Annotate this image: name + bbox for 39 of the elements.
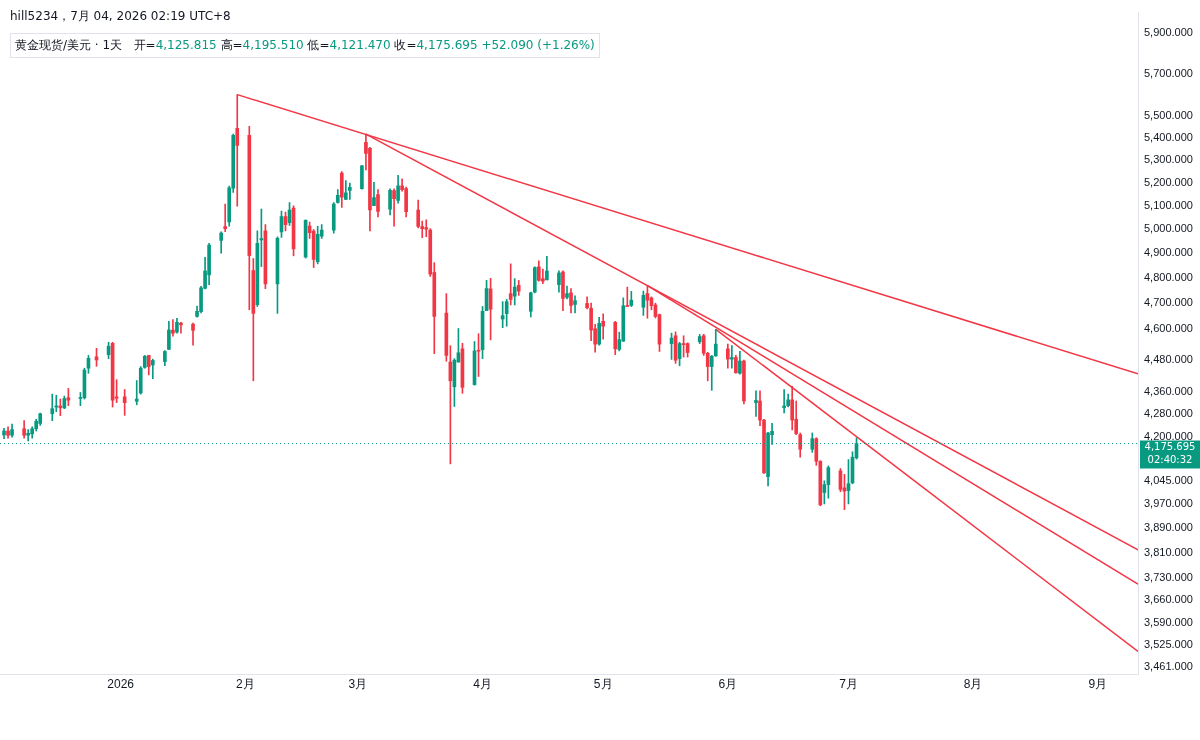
- ref-line-label: 4,175.695: [1144, 441, 1196, 453]
- y-tick-label: 5,400.000: [1144, 130, 1193, 143]
- y-tick-label: 4,480.000: [1144, 352, 1193, 365]
- y-tick-label: 4,900.000: [1144, 246, 1193, 259]
- y-tick-label: 5,500.000: [1144, 109, 1193, 122]
- y-tick-label: 3,730.000: [1144, 570, 1193, 583]
- x-tick-label: 4月: [473, 676, 492, 691]
- y-tick-label: 3,890.000: [1144, 520, 1193, 533]
- y-tick-label: 3,525.000: [1144, 638, 1193, 651]
- x-tick-label: 7月: [839, 676, 858, 691]
- y-tick-label: 4,800.000: [1144, 270, 1193, 283]
- chart-title: 黄金现货/美元 · 1天 开=: [15, 38, 156, 52]
- x-tick-label: 8月: [963, 676, 983, 691]
- x-tick-label: 3月: [348, 676, 368, 691]
- y-tick-label: 5,200.000: [1144, 175, 1193, 188]
- y-tick-label: 5,300.000: [1144, 153, 1193, 166]
- y-tick-label: 3,810.000: [1144, 545, 1193, 558]
- x-tick-label: 2月: [235, 676, 255, 691]
- y-tick-label: 5,700.000: [1144, 66, 1193, 79]
- y-tick-label: 5,000.000: [1144, 222, 1193, 235]
- text: 4,125.815 高=4,195.510 低=4,121.470 收=4,175.695 +52.090 (+1.26%): [155, 38, 595, 52]
- y-tick-label: 3,660.000: [1144, 593, 1193, 606]
- y-tick-label: 4,200.000: [1144, 429, 1193, 442]
- x-tick-label: 9月: [1088, 676, 1108, 691]
- y-tick-label: 5,900.000: [1144, 25, 1193, 38]
- chart-subtitle: hill5234，7月 04, 2026 02:19 UTC+8: [10, 8, 232, 25]
- y-tick-label: 5,100.000: [1144, 198, 1193, 211]
- y-tick-label: 3,970.000: [1144, 496, 1193, 509]
- y-tick-label: 4,600.000: [1144, 321, 1193, 334]
- text: 02:40:32: [1147, 454, 1193, 466]
- x-tick-label: 6月: [718, 676, 738, 691]
- y-tick-label: 4,045.000: [1144, 474, 1193, 487]
- y-tick-label: 3,590.000: [1144, 616, 1193, 629]
- y-tick-label: 4,280.000: [1144, 407, 1193, 420]
- y-tick-label: 4,700.000: [1144, 295, 1193, 308]
- x-tick-label: 2026: [107, 676, 135, 691]
- y-tick-label: 4,360.000: [1144, 385, 1193, 398]
- y-tick-label: 3,461.000: [1144, 659, 1193, 672]
- x-tick-label: 5月: [593, 676, 613, 691]
